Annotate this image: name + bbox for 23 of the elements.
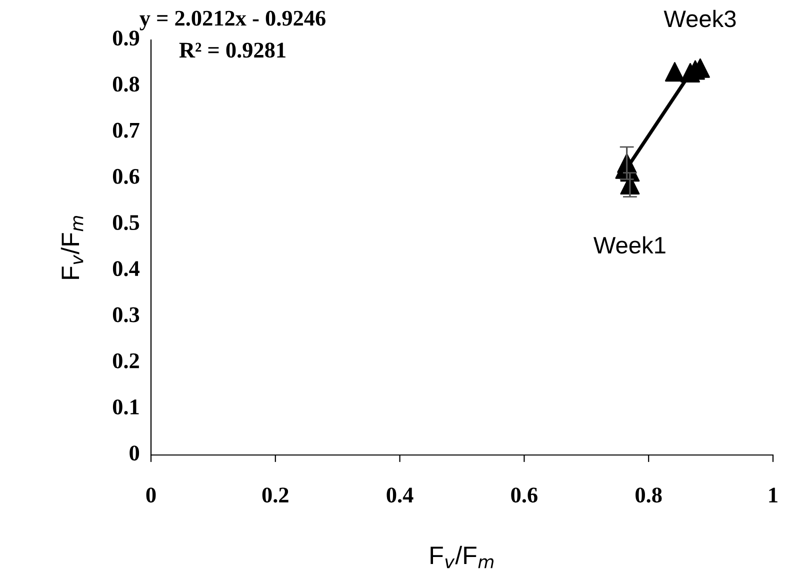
x-tick-label: 0: [146, 488, 156, 503]
annotation: R² = 0.9281: [179, 42, 286, 58]
x-axis-title: F$_{v}$/F$_{m}$: [430, 546, 494, 568]
y-axis-title: F$_{v}$/F$_{m}$: [60, 216, 84, 279]
y-tick-label: 0.7: [112, 122, 140, 138]
y-tick-label: 0.5: [112, 215, 140, 230]
x-tick-label: 0.6: [511, 488, 538, 503]
x-tick-label: 1: [769, 488, 778, 502]
y-tick-label: 0.2: [112, 353, 139, 368]
y-tick-label: 0.8: [112, 76, 140, 92]
text: y = 2.0212x - 0.9246: [140, 10, 326, 30]
y-tick-label: 0.1: [112, 399, 139, 415]
y-tick-label: 0.4: [112, 261, 140, 276]
annotation: Week1: [594, 236, 666, 254]
x-tick-label: 0.4: [386, 488, 414, 503]
y-tick-label: 0.3: [112, 307, 140, 322]
point: [664, 62, 684, 82]
x-tick-label: 0.2: [262, 488, 288, 503]
annotation: Week3: [664, 10, 736, 28]
y-tick-label: 0.9: [112, 30, 140, 46]
y-tick-label: 0: [130, 446, 140, 461]
y-tick-label: 0.6: [112, 168, 140, 184]
x-tick-label: 0.8: [636, 488, 662, 503]
